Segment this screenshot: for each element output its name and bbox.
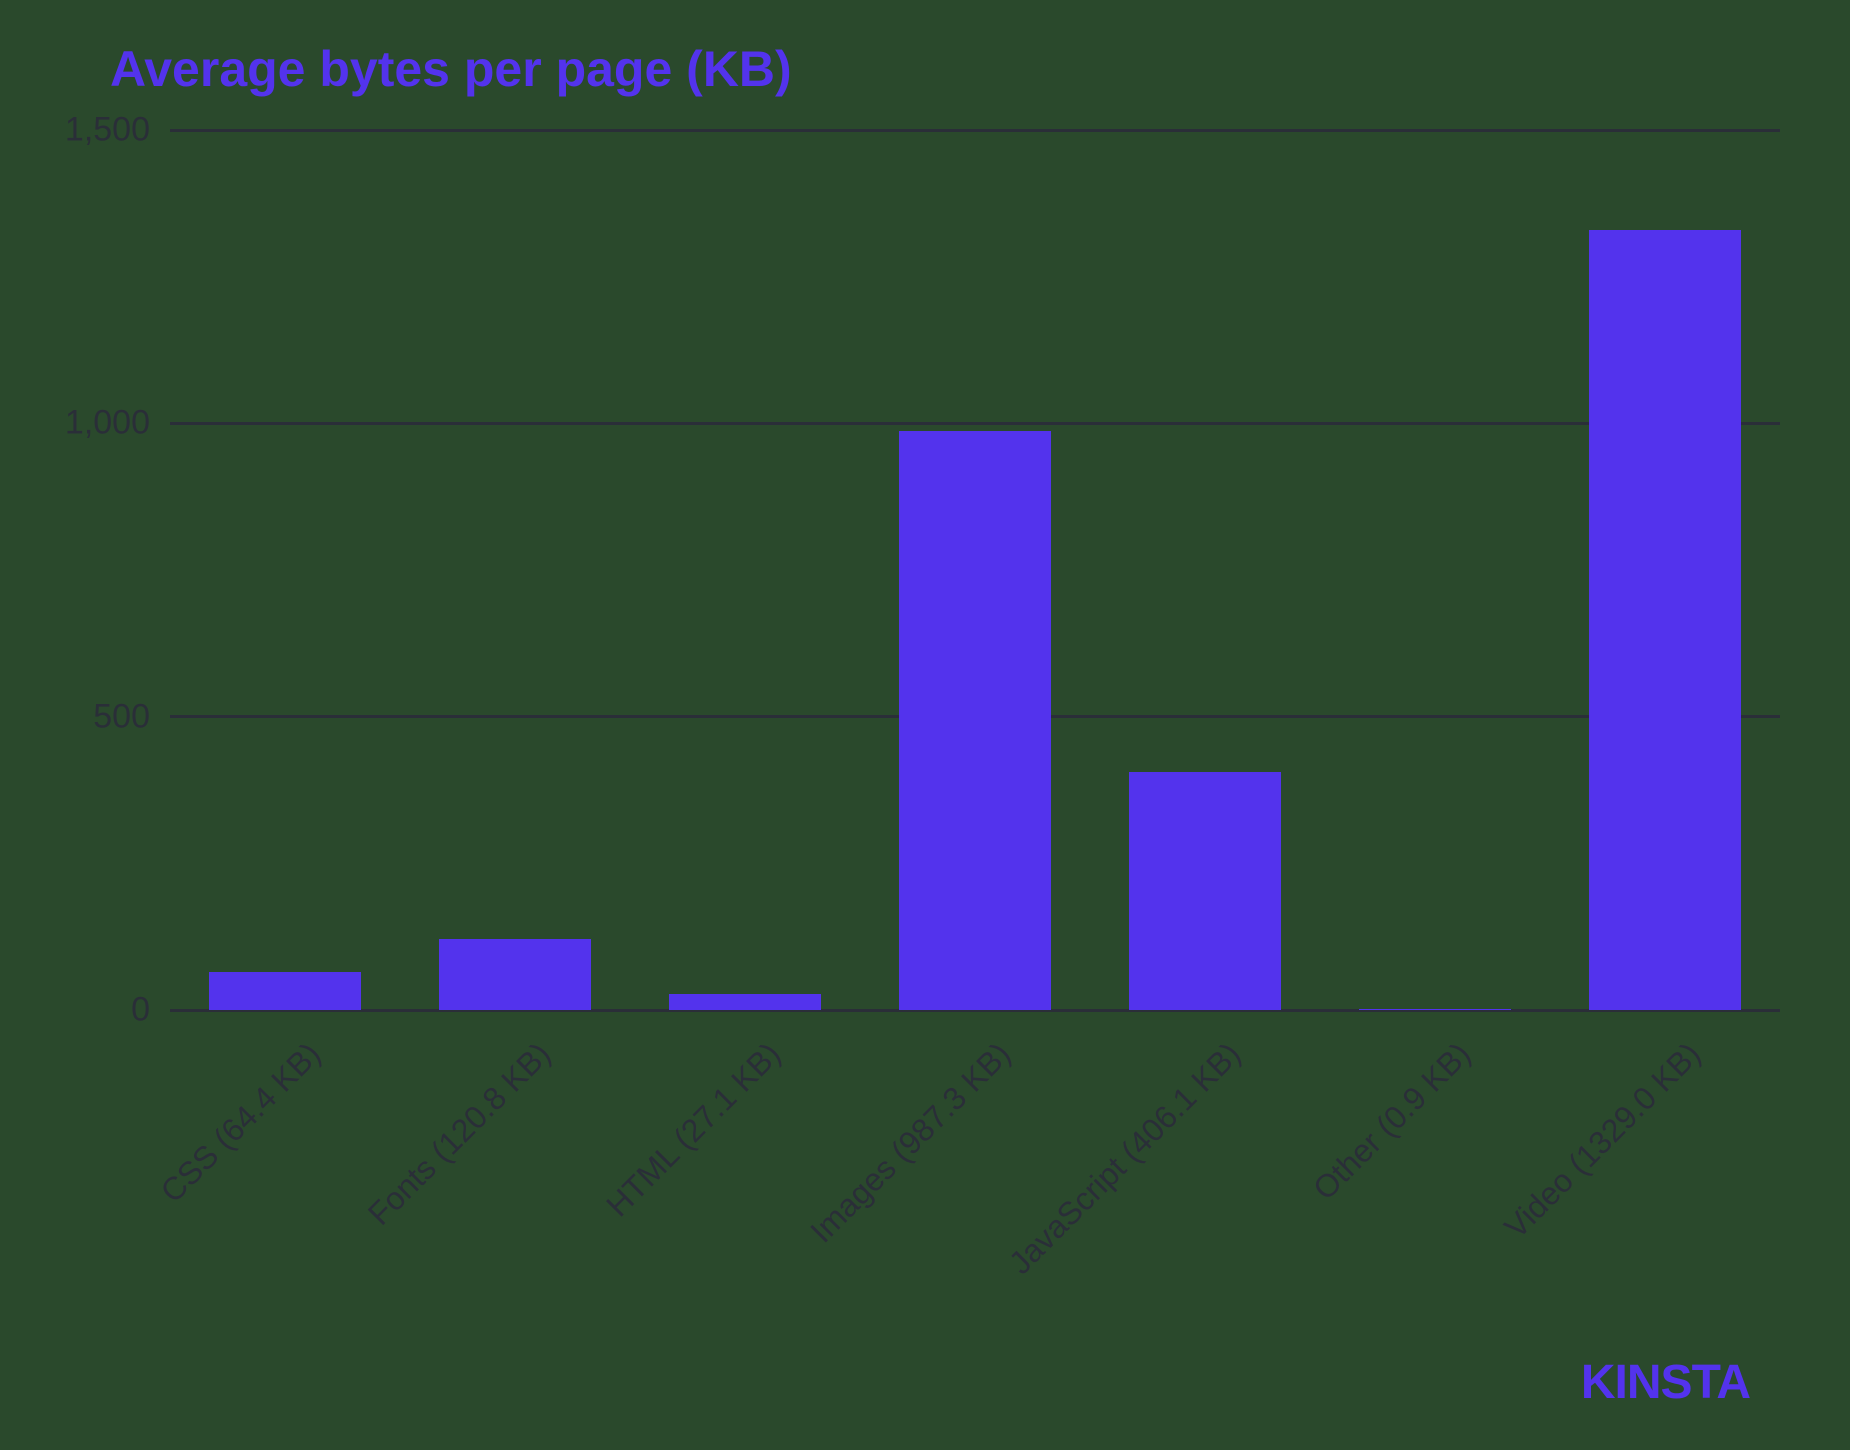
y-tick-label: 1,000 bbox=[20, 404, 150, 443]
gridline bbox=[170, 422, 1780, 425]
y-tick-label: 0 bbox=[20, 991, 150, 1030]
chart-title: Average bytes per page (KB) bbox=[110, 40, 792, 98]
bar bbox=[1589, 230, 1741, 1010]
plot-area bbox=[170, 130, 1780, 1010]
y-tick-label: 1,500 bbox=[20, 111, 150, 150]
bar bbox=[439, 939, 591, 1010]
y-tick-label: 500 bbox=[20, 697, 150, 736]
bar bbox=[669, 994, 821, 1010]
bar bbox=[1359, 1009, 1511, 1010]
chart-container: Average bytes per page (KB) KINSTA 0 500 1… bbox=[0, 0, 1850, 1450]
bar bbox=[1129, 772, 1281, 1010]
bar bbox=[899, 431, 1051, 1010]
gridline bbox=[170, 129, 1780, 132]
bar bbox=[209, 972, 361, 1010]
brand-logo: KINSTA bbox=[1581, 1355, 1750, 1410]
